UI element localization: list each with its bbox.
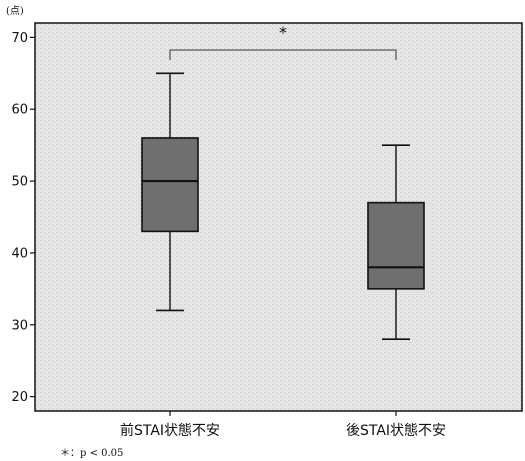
iqr-box-2: [368, 203, 424, 289]
x-axis: 前STAI状態不安 後STAI状態不安: [120, 411, 446, 439]
y-tick-label-20: 20: [11, 390, 28, 405]
y-tick-label-60: 60: [11, 103, 28, 118]
y-tick-label-50: 50: [11, 175, 28, 190]
y-axis-unit: (点): [6, 5, 24, 17]
y-tick-label-70: 70: [11, 31, 28, 46]
y-tick-label-30: 30: [11, 318, 28, 333]
plot-area: [35, 23, 522, 411]
y-axis: 20 30 40 50 60 70: [11, 31, 35, 405]
significance-marker: *: [279, 23, 287, 42]
iqr-box-1: [142, 138, 198, 231]
y-tick-label-40: 40: [11, 246, 28, 261]
x-category-label-2: 後STAI状態不安: [346, 423, 446, 439]
significance-note: ＊：p < 0.05: [60, 448, 123, 459]
x-category-label-1: 前STAI状態不安: [120, 422, 220, 439]
